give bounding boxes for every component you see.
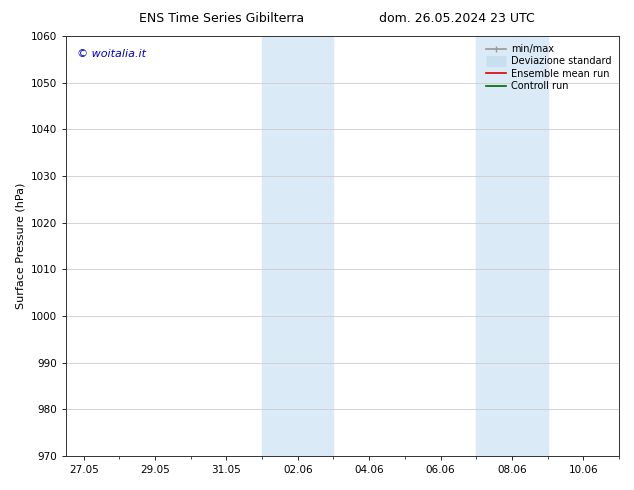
Legend: min/max, Deviazione standard, Ensemble mean run, Controll run: min/max, Deviazione standard, Ensemble m… bbox=[484, 41, 614, 94]
Text: ENS Time Series Gibilterra: ENS Time Series Gibilterra bbox=[139, 12, 304, 25]
Bar bbox=[476, 36, 548, 456]
Text: © woitalia.it: © woitalia.it bbox=[77, 49, 146, 59]
Y-axis label: Surface Pressure (hPa): Surface Pressure (hPa) bbox=[15, 183, 25, 309]
Text: dom. 26.05.2024 23 UTC: dom. 26.05.2024 23 UTC bbox=[378, 12, 534, 25]
Bar bbox=[262, 36, 333, 456]
